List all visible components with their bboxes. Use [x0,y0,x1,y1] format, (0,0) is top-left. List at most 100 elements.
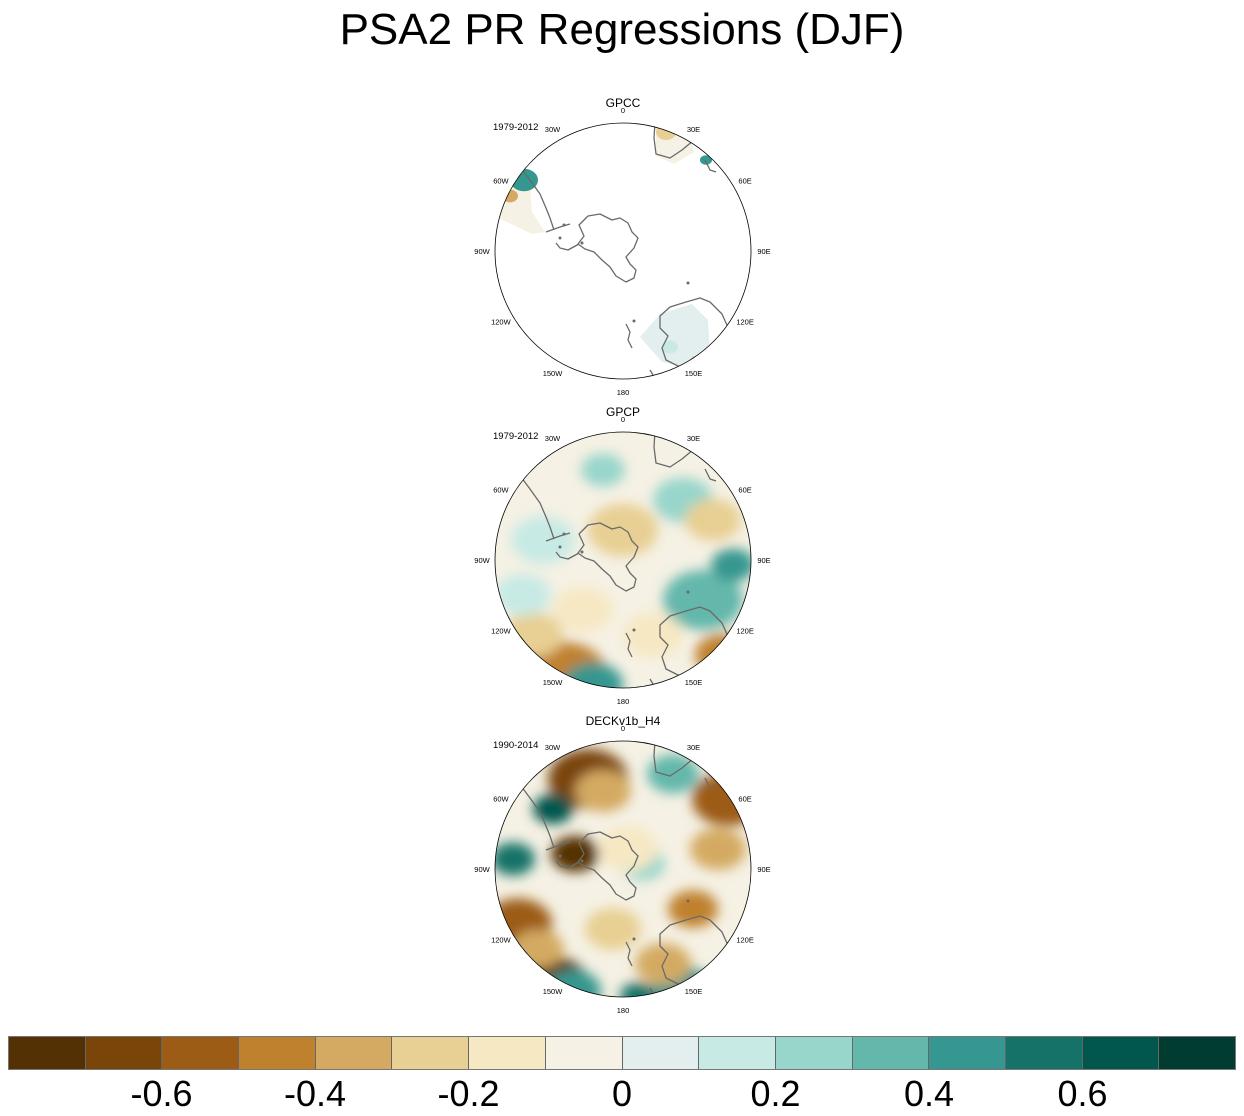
lon-label: 150W [543,678,564,687]
field-patch [685,499,741,541]
island [562,223,566,227]
field-patch [526,137,538,147]
coastline [545,223,571,233]
panel-deckv1b-h4: DECKv1b_H4 1990-2014 0 30E 60E 90E 120E 150E 180… [474,714,770,1015]
lon-label: 120E [736,627,754,636]
colorbar-swatch [469,1037,546,1069]
lon-label: 90W [474,247,490,256]
lon-label: 120W [491,936,512,945]
page-title: PSA2 PR Regressions (DJF) [339,5,905,54]
lon-label: 0 [621,415,625,424]
island [708,767,712,771]
coastline [555,860,580,869]
field-patch [623,612,683,658]
field-patch [662,340,678,354]
colorbar-swatch [775,1037,853,1069]
field-patch [700,155,712,165]
coastline [649,678,657,688]
lon-label: 120E [736,318,754,327]
colorbar-swatch [162,1037,240,1069]
colorbar-swatch [699,1037,776,1069]
lon-label: 180 [617,388,630,397]
colorbar-swatch [1159,1037,1235,1069]
island [558,854,562,858]
colorbar-tick-label: -0.6 [130,1073,193,1114]
island [708,149,712,153]
lon-label: 60W [493,795,509,804]
field-patch [495,842,535,876]
field-patch [690,355,706,369]
island [632,319,636,323]
panel-title: GPCP [606,405,640,419]
lon-label: 90W [474,556,490,565]
field-patch [598,826,658,872]
coastline [625,941,633,967]
coastline [545,532,571,542]
island [632,628,636,632]
colorbar-swatch [622,1037,700,1069]
lon-label: 150E [685,678,703,687]
field-patch [575,770,631,812]
island [558,545,562,549]
colorbar-tick-label: -0.2 [437,1073,500,1114]
island [562,841,566,845]
map-border [494,740,752,998]
island [632,937,636,941]
field-patch [495,574,551,616]
map-disc [495,123,751,379]
lon-label: 90E [757,865,770,874]
colorbar-swatch [85,1037,163,1069]
coastline [555,551,580,560]
lon-label: 120E [736,936,754,945]
colorbar-tick-label: 0.6 [1057,1073,1108,1114]
lon-label: 30E [687,125,700,134]
coastline [704,159,717,173]
colorbar-swatch [315,1037,393,1069]
colorbar-swatch [545,1037,623,1069]
field-patch [533,794,573,824]
map-border [494,431,752,689]
field-patch [656,124,676,140]
lon-label: 180 [617,697,630,706]
lon-label: 60E [738,795,751,804]
lon-label: 30E [687,434,700,443]
colorbar-swatch [1082,1037,1160,1069]
panel-period: 1979-2012 [493,431,538,442]
field-patch [585,908,641,950]
lon-label: 90W [474,865,490,874]
lon-label: 120W [491,318,512,327]
coastline [577,213,639,283]
lon-label: 150E [685,369,703,378]
coastline [517,781,555,849]
panel-title: DECKv1b_H4 [586,714,661,728]
coastline [517,472,555,540]
coastline [555,242,580,251]
colorbar-tick-label: -0.4 [283,1073,347,1114]
coastline [517,163,555,231]
lon-label: 0 [621,106,625,115]
field-patch [690,828,746,870]
lon-label: 0 [621,724,625,733]
coastline [625,632,633,658]
colorbar-tick-label: 0.2 [750,1073,801,1114]
lon-label: 150W [543,369,564,378]
island [562,532,566,536]
field-patch [553,587,613,633]
colorbar [8,1036,1236,1070]
lon-label: 150E [685,987,703,996]
island [686,281,690,285]
colorbar-swatch [392,1037,470,1069]
field-patch [512,929,564,969]
field-patch [668,890,718,928]
colorbar-tick-label: 0 [611,1073,633,1114]
lon-label: 120W [491,627,512,636]
island [580,241,584,245]
lon-label: 90E [757,247,770,256]
coastline [649,369,657,379]
coastline [577,831,639,901]
island [686,899,690,903]
lon-label: 60E [738,486,751,495]
island [580,550,584,554]
island [686,590,690,594]
lon-label: 60E [738,177,751,186]
